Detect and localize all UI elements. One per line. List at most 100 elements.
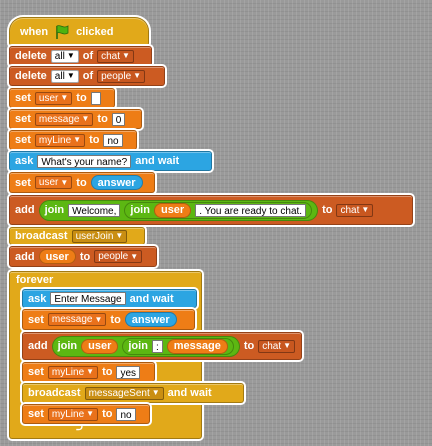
list-dropdown-chat[interactable]: chat ▼ [258,339,296,353]
add-user-to-people-block[interactable]: add user to people ▼ [9,246,157,267]
broadcast-userjoin-block[interactable]: broadcast userJoin ▼ [9,227,145,245]
set-message-block[interactable]: set message ▼ to 0 [9,109,142,129]
join-label: join [130,204,150,216]
broadcast-messagesent-block[interactable]: broadcast messageSent ▼ and wait [22,383,244,403]
dropdown-arrow-icon: ▼ [66,51,75,60]
variable-dropdown[interactable]: user ▼ [34,176,73,189]
message-dropdown[interactable]: userJoin ▼ [71,229,128,243]
delete-label: delete [15,50,47,62]
list-value: people [101,70,132,82]
dropdown-arrow-icon: ▼ [81,114,90,123]
value-input[interactable]: no [103,133,123,147]
add-message-to-chat-block[interactable]: add join user join : message to chat ▼ [22,332,302,360]
of-label: of [82,50,94,62]
set-myline-no-block[interactable]: set myLine ▼ to no [22,404,150,424]
value-input[interactable]: no [116,407,136,421]
list-value: chat [262,340,282,352]
list-dropdown-chat[interactable]: chat ▼ [336,203,374,217]
to-label: to [110,313,121,326]
set-myline-yes-block[interactable]: set myLine ▼ to yes [22,362,155,382]
to-label: to [322,204,333,216]
answer-reporter[interactable]: answer [124,312,177,327]
set-user-answer-block[interactable]: set user ▼ to answer [9,172,155,193]
set-label: set [15,92,31,104]
value-input[interactable]: 0 [111,112,126,126]
list-dropdown-chat[interactable]: chat ▼ [97,49,134,63]
message-value: messageSent [88,387,150,399]
dropdown-arrow-icon: ▼ [66,71,75,80]
to-label: to [79,250,91,263]
variable-value: user [38,177,59,188]
dropdown-arrow-icon: ▼ [60,177,69,187]
set-label: set [15,176,31,189]
variable-dropdown[interactable]: myLine ▼ [47,365,99,379]
dropdown-arrow-icon: ▼ [130,251,139,261]
variable-value: user [38,92,59,104]
user-reporter[interactable]: user [153,202,192,218]
message-reporter[interactable]: message [166,338,228,354]
variable-value: myLine [51,366,85,378]
dropdown-arrow-icon: ▼ [361,205,370,214]
delete-all-of-chat-block[interactable]: delete all ▼ of chat ▼ [9,46,152,66]
variable-value: message [38,113,80,125]
join-label: join [128,340,148,352]
clicked-label: clicked [76,25,114,38]
to-label: to [76,92,87,104]
question-input[interactable]: What's your name? [37,154,132,168]
delete-label: delete [15,70,47,82]
list-value: chat [101,50,121,62]
ask-and-wait-block[interactable]: ask What's your name? and wait [9,151,212,171]
suffix-input[interactable]: . You are ready to chat. [195,203,307,217]
message-dropdown[interactable]: messageSent ▼ [84,386,164,400]
set-message-answer-block[interactable]: set message ▼ to answer [22,309,195,330]
variable-dropdown[interactable]: myLine ▼ [47,407,99,421]
ask-enter-message-block[interactable]: ask Enter Message and wait [22,289,197,308]
add-label: add [28,340,48,352]
dropdown-arrow-icon: ▼ [86,367,95,376]
set-myline-block[interactable]: set myLine ▼ to no [9,130,137,150]
question-input[interactable]: Enter Message [50,292,126,305]
set-label: set [28,366,44,378]
list-dropdown-people[interactable]: people ▼ [94,250,143,263]
user-reporter[interactable]: user [38,249,76,264]
when-flag-clicked-hat[interactable]: when clicked [9,17,149,46]
variable-value: myLine [38,134,72,146]
to-label: to [243,340,255,352]
list-dropdown-people[interactable]: people ▼ [97,69,146,83]
join-reporter-outer[interactable]: join user join : message [51,335,240,357]
variable-dropdown[interactable]: user ▼ [34,91,73,105]
variable-dropdown[interactable]: message ▼ [34,112,94,126]
dropdown-arrow-icon: ▼ [151,388,160,397]
delete-which-dropdown[interactable]: all ▼ [50,69,79,83]
join-reporter-outer[interactable]: join Welcome, join user . You are ready … [38,199,319,221]
delete-all-of-people-block[interactable]: delete all ▼ of people ▼ [9,66,165,86]
dropdown-arrow-icon: ▼ [60,93,69,102]
user-reporter[interactable]: user [81,338,119,354]
forever-label: forever [16,274,54,286]
answer-reporter[interactable]: answer [90,175,143,190]
add-welcome-to-chat-block[interactable]: add join Welcome, join user . You are re… [9,195,413,225]
list-value: chat [340,204,360,216]
set-user-block[interactable]: set user ▼ to [9,88,115,108]
add-label: add [15,204,35,216]
separator-input[interactable]: : [151,339,163,353]
ask-label: ask [15,155,34,167]
add-label: add [15,250,35,263]
join-reporter-inner[interactable]: join user . You are ready to chat. [124,201,313,219]
dropdown-arrow-icon: ▼ [115,231,124,240]
dropdown-arrow-icon: ▼ [122,51,130,60]
message-value: userJoin [75,230,114,242]
value-input[interactable]: yes [116,365,141,379]
and-wait-label: and wait [129,292,174,305]
delete-which-dropdown[interactable]: all ▼ [50,49,79,63]
list-value: people [98,251,129,262]
join-reporter-inner[interactable]: join : message [122,337,234,355]
dropdown-arrow-icon: ▼ [133,71,142,80]
value-input[interactable] [90,91,101,105]
variable-dropdown[interactable]: message ▼ [47,313,107,326]
set-label: set [15,113,31,125]
variable-dropdown[interactable]: myLine ▼ [34,133,86,147]
variable-value: message [51,314,93,325]
welcome-input[interactable]: Welcome, [68,203,121,217]
and-wait-label: and wait [167,387,212,399]
